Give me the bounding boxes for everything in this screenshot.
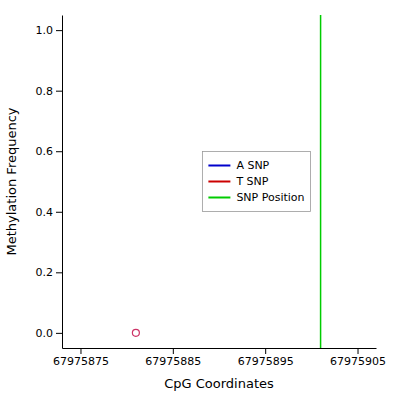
y-tick: 1.0 [36,24,63,37]
marks [132,15,320,348]
y-tick-mark [56,151,62,152]
y-tick-mark [56,212,62,213]
y-tick-label: 0.8 [36,85,54,98]
x-tick-label: 67975885 [145,355,201,368]
legend-swatch [208,165,230,167]
y-tick-mark [56,333,62,334]
y-tick: 0.4 [36,206,63,219]
y-axis: 0.0 0.2 0.4 0.6 0.8 1.0 [36,16,63,349]
y-tick: 0.0 [36,327,63,340]
x-tick-label: 67975895 [238,355,294,368]
y-tick-label: 0.2 [36,266,54,279]
legend-label: A SNP [236,159,269,172]
x-axis-title: CpG Coordinates [164,376,274,391]
y-tick: 0.6 [36,145,63,158]
legend-item: A SNP [208,159,269,172]
y-tick-label: 1.0 [36,24,54,37]
plot-area: 679758756797588567975895679759050.00.20.… [4,15,386,391]
x-tick: 67975875 [53,348,109,368]
legend-item: SNP Position [208,191,304,204]
y-tick-label: 0.0 [36,327,54,340]
x-tick-mark [358,348,359,354]
y-tick-mark [56,91,62,92]
legend-swatch [208,181,230,183]
x-tick-mark [265,348,266,354]
legend-item: T SNP [208,175,268,188]
reference-line [320,15,322,348]
y-tick: 0.2 [36,266,63,279]
y-tick-mark [56,30,62,31]
x-axis: 67975875 67975885 67975895 67975905 [53,348,386,368]
legend-frame [202,152,310,212]
x-tick: 67975885 [145,348,201,368]
y-axis-line [62,16,63,349]
x-tick-mark [80,348,81,354]
x-tick: 67975905 [330,348,386,368]
x-tick: 67975895 [238,348,294,368]
legend-swatch [208,197,230,199]
legend-label: T SNP [235,175,268,188]
x-tick-label: 67975875 [53,355,109,368]
point [132,329,139,336]
y-tick-mark [56,272,62,273]
y-tick-label: 0.6 [36,145,54,158]
x-axis-line [63,348,377,349]
y-tick-label: 0.4 [36,206,54,219]
y-axis-title: Methylation Frequency [4,107,19,255]
x-tick-mark [173,348,174,354]
y-tick: 0.8 [36,85,63,98]
legend-label: SNP Position [236,191,304,204]
x-tick-label: 67975905 [330,355,386,368]
chart: 679758756797588567975895679759050.00.20.… [0,0,400,400]
legend: A SNP T SNP SNP Position [202,152,310,212]
